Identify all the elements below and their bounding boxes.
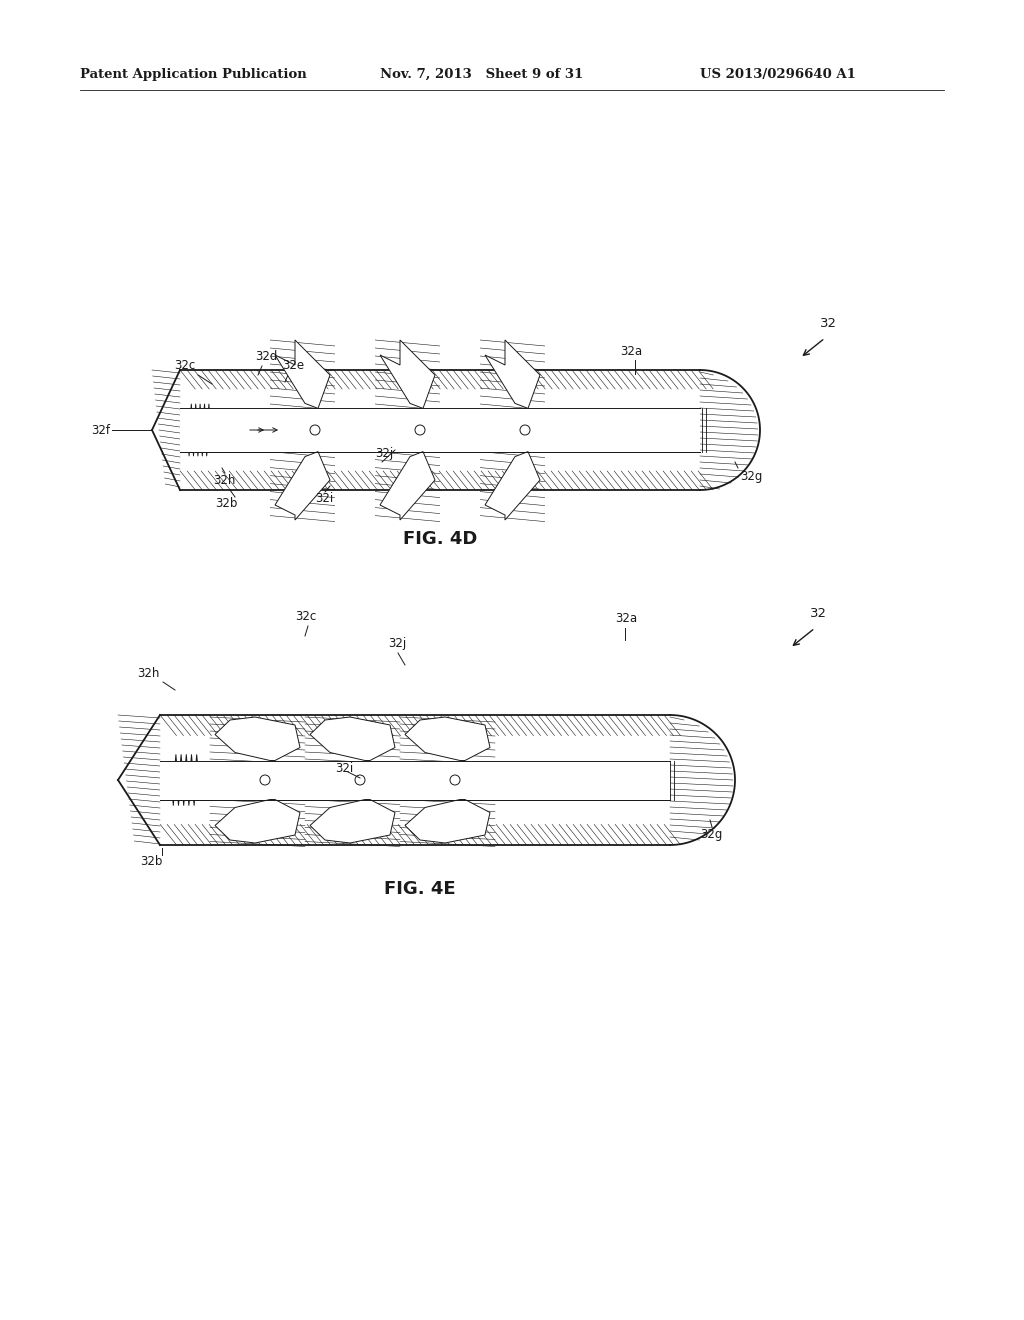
- Text: 32i: 32i: [315, 492, 333, 506]
- Polygon shape: [485, 451, 540, 520]
- Polygon shape: [310, 717, 395, 760]
- Text: 32h: 32h: [213, 474, 236, 487]
- Polygon shape: [160, 760, 670, 800]
- Polygon shape: [380, 341, 435, 408]
- Text: 32f: 32f: [91, 424, 110, 437]
- Polygon shape: [310, 800, 395, 843]
- Polygon shape: [406, 800, 490, 843]
- Text: 32: 32: [820, 317, 837, 330]
- Text: US 2013/0296640 A1: US 2013/0296640 A1: [700, 69, 856, 81]
- Text: 32d: 32d: [255, 350, 278, 363]
- Polygon shape: [406, 717, 490, 760]
- Text: Patent Application Publication: Patent Application Publication: [80, 69, 307, 81]
- Text: 32g: 32g: [700, 828, 722, 841]
- Polygon shape: [275, 341, 330, 408]
- Text: FIG. 4D: FIG. 4D: [402, 531, 477, 548]
- Polygon shape: [215, 717, 300, 760]
- Text: FIG. 4E: FIG. 4E: [384, 880, 456, 898]
- Text: 32b: 32b: [140, 855, 163, 869]
- Text: 32j: 32j: [375, 447, 393, 459]
- Text: 32e: 32e: [282, 359, 304, 372]
- Polygon shape: [180, 408, 700, 451]
- Text: 32j: 32j: [388, 638, 407, 649]
- Polygon shape: [485, 341, 540, 408]
- Text: 32i: 32i: [335, 762, 353, 775]
- Text: 32a: 32a: [615, 612, 637, 624]
- Text: 32c: 32c: [174, 359, 195, 372]
- Text: Nov. 7, 2013   Sheet 9 of 31: Nov. 7, 2013 Sheet 9 of 31: [380, 69, 584, 81]
- Text: 32a: 32a: [620, 345, 642, 358]
- Text: 32h: 32h: [137, 667, 160, 680]
- Polygon shape: [275, 451, 330, 520]
- Polygon shape: [380, 451, 435, 520]
- Polygon shape: [215, 800, 300, 843]
- Text: 32c: 32c: [295, 610, 316, 623]
- Text: 32g: 32g: [740, 470, 763, 483]
- Text: 32b: 32b: [215, 498, 238, 510]
- Text: 32: 32: [810, 607, 827, 620]
